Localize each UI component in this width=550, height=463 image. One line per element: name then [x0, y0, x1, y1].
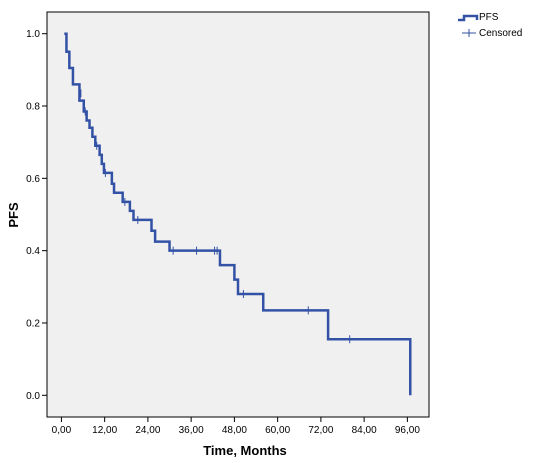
x-tick-label: 12,00 [92, 425, 117, 436]
x-axis-title: Time, Months [203, 443, 287, 458]
y-tick-label: 0.4 [26, 246, 40, 257]
x-tick-label: 84,00 [352, 425, 377, 436]
x-tick-label: 24,00 [135, 425, 160, 436]
y-tick-label: 0.8 [26, 102, 40, 113]
y-axis-ticks: 0.0 0.2 0.4 0.6 0.8 1.0 [26, 29, 47, 402]
legend-pfs-label: PFS [479, 12, 499, 23]
pfs-survival-curve [64, 32, 412, 396]
censor-markers [80, 89, 351, 344]
x-tick-label: 0,00 [52, 425, 72, 436]
x-tick-label: 72,00 [308, 425, 333, 436]
plot-background [46, 11, 430, 418]
x-axis-ticks: 0,00 12,00 24,00 36,00 48,00 60,00 72,00 84,00 9… [52, 417, 420, 436]
series-layer [64, 32, 412, 396]
y-tick-label: 0.6 [26, 174, 40, 185]
y-tick-label: 0.2 [26, 318, 40, 329]
legend-censored-label: Censored [479, 28, 522, 39]
legend: PFS Censored [458, 12, 522, 39]
y-tick-label: 1.0 [26, 29, 40, 40]
x-tick-label: 60,00 [265, 425, 290, 436]
x-tick-label: 36,00 [179, 425, 204, 436]
y-axis-title: PFS [6, 202, 21, 228]
y-tick-label: 0.0 [26, 391, 40, 402]
legend-pfs-swatch [458, 14, 479, 22]
x-tick-label: 48,00 [222, 425, 247, 436]
x-tick-label: 96,00 [395, 425, 420, 436]
